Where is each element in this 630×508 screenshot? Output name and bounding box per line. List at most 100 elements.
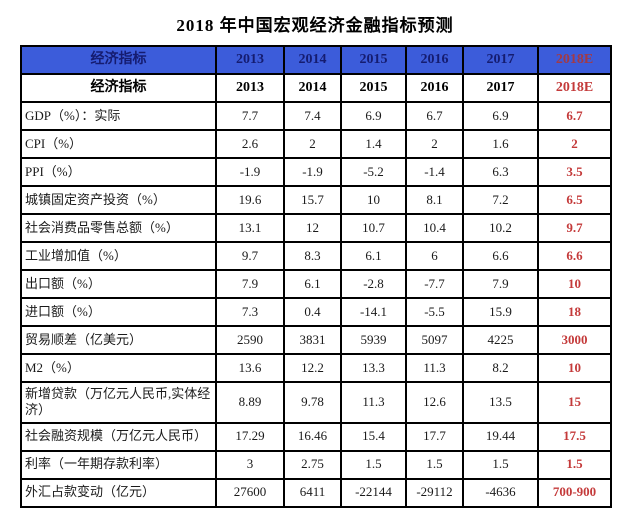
cell-2018e-forecast: 15 — [537, 381, 612, 424]
cell-2017: 15.9 — [462, 297, 539, 327]
cell-2017: 4225 — [462, 325, 539, 355]
cell-2014: 6411 — [283, 477, 342, 508]
table-header-row-blue: 经济指标 2013 2014 2015 2016 2017 2018E — [20, 45, 612, 75]
cell-2016: 11.3 — [405, 353, 464, 383]
table-row: 工业增加值（%） 9.7 8.3 6.1 6 6.6 6.6 — [20, 241, 612, 271]
header-cell-2014: 2014 — [283, 73, 342, 103]
cell-2018e-forecast: 18 — [537, 297, 612, 327]
cell-2015: 10 — [340, 185, 407, 215]
cell-2013: 19.6 — [215, 185, 285, 215]
cell-2013: 7.9 — [215, 269, 285, 299]
row-label: 外汇占款变动（亿元） — [20, 477, 217, 508]
table-row: 利率（一年期存款利率） 3 2.75 1.5 1.5 1.5 1.5 — [20, 449, 612, 480]
cell-2015: 15.4 — [340, 421, 407, 452]
cell-2017: 19.44 — [462, 421, 539, 452]
row-label: CPI（%） — [20, 129, 217, 159]
cell-2013: 17.29 — [215, 421, 285, 452]
page-title: 2018 年中国宏观经济金融指标预测 — [176, 16, 454, 35]
header-cell-2017: 2017 — [462, 73, 539, 103]
table-row: GDP（%）：实际 7.7 7.4 6.9 6.7 6.9 6.7 — [20, 101, 612, 131]
cell-2016: 17.7 — [405, 421, 464, 452]
cell-2015: 1.5 — [340, 449, 407, 480]
table-row: CPI（%） 2.6 2 1.4 2 1.6 2 — [20, 129, 612, 159]
cell-2018e-forecast: 6.6 — [537, 241, 612, 271]
cell-2014: 7.4 — [283, 101, 342, 131]
cell-2015: 1.4 — [340, 129, 407, 159]
cell-2016: -29112 — [405, 477, 464, 508]
cell-2013: -1.9 — [215, 157, 285, 187]
cell-2013: 7.3 — [215, 297, 285, 327]
row-label: 贸易顺差（亿美元） — [20, 325, 217, 355]
table-row: M2（%） 13.6 12.2 13.3 11.3 8.2 10 — [20, 353, 612, 383]
cell-2017: 7.9 — [462, 269, 539, 299]
cell-2014: 12 — [283, 213, 342, 243]
cell-2017: 1.6 — [462, 129, 539, 159]
row-label: 新增贷款（万亿元人民币,实体经济） — [20, 381, 217, 424]
cell-2017: -4636 — [462, 477, 539, 508]
cell-2015: 6.9 — [340, 101, 407, 131]
cell-2016: 12.6 — [405, 381, 464, 424]
cell-2017: 6.3 — [462, 157, 539, 187]
table-row: 城镇固定资产投资（%） 19.6 15.7 10 8.1 7.2 6.5 — [20, 185, 612, 215]
cell-2013: 7.7 — [215, 101, 285, 131]
cell-2017: 6.6 — [462, 241, 539, 271]
cell-2016: 2 — [405, 129, 464, 159]
table-row: PPI（%） -1.9 -1.9 -5.2 -1.4 6.3 3.5 — [20, 157, 612, 187]
cell-2016: -1.4 — [405, 157, 464, 187]
cell-2014: 3831 — [283, 325, 342, 355]
row-label: M2（%） — [20, 353, 217, 383]
cell-2018e-forecast: 1.5 — [537, 449, 612, 480]
cell-2013: 27600 — [215, 477, 285, 508]
cell-2015: 10.7 — [340, 213, 407, 243]
cell-2013: 2.6 — [215, 129, 285, 159]
row-label: 利率（一年期存款利率） — [20, 449, 217, 480]
cell-2018e-forecast: 3000 — [537, 325, 612, 355]
cell-2013: 8.89 — [215, 381, 285, 424]
cell-2013: 9.7 — [215, 241, 285, 271]
table-row: 进口额（%） 7.3 0.4 -14.1 -5.5 15.9 18 — [20, 297, 612, 327]
cell-2015: -5.2 — [340, 157, 407, 187]
cell-2018e-forecast: 10 — [537, 269, 612, 299]
cell-2017: 10.2 — [462, 213, 539, 243]
cell-2013: 13.1 — [215, 213, 285, 243]
cell-2015: -14.1 — [340, 297, 407, 327]
header-cell-2018e: 2018E — [537, 45, 612, 75]
cell-2013: 2590 — [215, 325, 285, 355]
cell-2018e-forecast: 2 — [537, 129, 612, 159]
table-row: 外汇占款变动（亿元） 27600 6411 -22144 -29112 -4636 700-… — [20, 477, 612, 508]
table-row: 贸易顺差（亿美元） 2590 3831 5939 5097 4225 3000 — [20, 325, 612, 355]
cell-2018e-forecast: 6.7 — [537, 101, 612, 131]
row-label: GDP（%）：实际 — [20, 101, 217, 131]
cell-2016: 1.5 — [405, 449, 464, 480]
cell-2016: 5097 — [405, 325, 464, 355]
cell-2014: 8.3 — [283, 241, 342, 271]
cell-2015: 13.3 — [340, 353, 407, 383]
header-cell-2013: 2013 — [215, 73, 285, 103]
header-cell-2015: 2015 — [340, 73, 407, 103]
cell-2018e-forecast: 6.5 — [537, 185, 612, 215]
cell-2015: 6.1 — [340, 241, 407, 271]
header-cell-2017: 2017 — [462, 45, 539, 75]
cell-2014: 0.4 — [283, 297, 342, 327]
header-cell-indicator: 经济指标 — [20, 73, 217, 103]
row-label: 城镇固定资产投资（%） — [20, 185, 217, 215]
row-label: PPI（%） — [20, 157, 217, 187]
cell-2016: 10.4 — [405, 213, 464, 243]
cell-2015: -2.8 — [340, 269, 407, 299]
header-cell-2013: 2013 — [215, 45, 285, 75]
header-cell-indicator: 经济指标 — [20, 45, 217, 75]
cell-2015: 5939 — [340, 325, 407, 355]
cell-2018e-forecast: 9.7 — [537, 213, 612, 243]
header-cell-2016: 2016 — [405, 45, 464, 75]
table-header-row-white: 经济指标 2013 2014 2015 2016 2017 2018E — [20, 73, 612, 103]
header-cell-2016: 2016 — [405, 73, 464, 103]
cell-2013: 3 — [215, 449, 285, 480]
cell-2014: 15.7 — [283, 185, 342, 215]
cell-2015: -22144 — [340, 477, 407, 508]
cell-2017: 6.9 — [462, 101, 539, 131]
cell-2014: 2 — [283, 129, 342, 159]
cell-2015: 11.3 — [340, 381, 407, 424]
cell-2014: 12.2 — [283, 353, 342, 383]
row-label: 社会融资规模（万亿元人民币） — [20, 421, 217, 452]
